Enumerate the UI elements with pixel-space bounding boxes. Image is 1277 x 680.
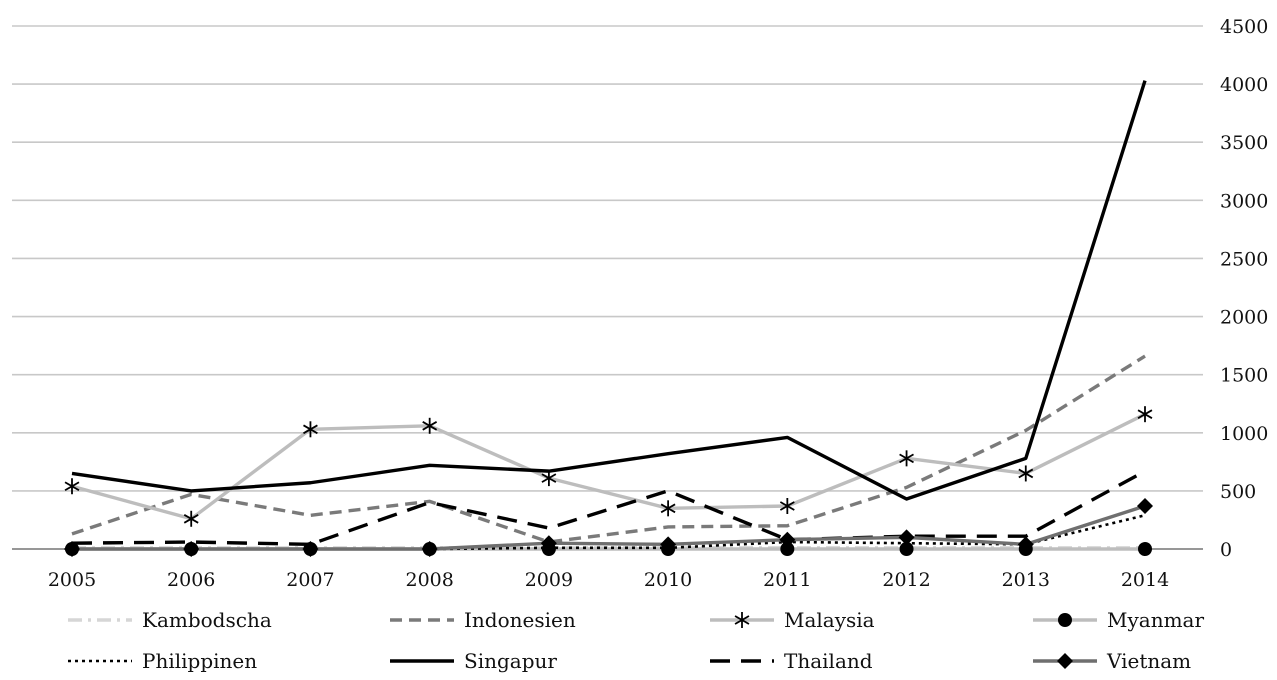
data-point-vietnam [1017,536,1034,553]
y-tick-label: 4000 [1220,74,1268,96]
legend-label: Philippinen [142,649,257,673]
legend-item-kambodscha: Kambodscha [68,608,272,632]
series-line-singapur [71,80,1147,501]
legend-label: Thailand [784,649,873,673]
data-point-malaysia [1137,406,1153,423]
legend-item-philippinen: Philippinen [68,649,257,673]
legend-item-singapur: Singapur [390,649,557,673]
data-point-vietnam [898,529,915,546]
axes: 0 500 1000 1500 2000 2500 3000 3500 4000 4500 2005… [12,16,1268,591]
legend-label: Singapur [464,649,557,673]
legend-label: Indonesien [464,608,576,632]
series-line-indonesien [71,354,1146,544]
y-tick-label: 4500 [1220,16,1268,38]
data-point-vietnam [779,531,796,548]
data-point-myanmar [780,542,795,556]
legend-marker [734,612,750,628]
gridlines [12,25,1203,550]
x-tick-label: 2009 [525,569,573,591]
legend-item-thailand: Thailand [710,649,873,673]
data-point-vietnam [660,536,677,553]
x-tick-label: 2006 [167,569,215,591]
y-tick-label: 1500 [1220,365,1268,387]
y-tick-label: 500 [1220,481,1256,503]
series-markers [64,406,1153,557]
y-tick-label: 0 [1220,539,1232,561]
y-tick-label: 3000 [1220,190,1268,212]
series-line-vietnam [72,504,1146,551]
x-tick-label: 2007 [286,569,334,591]
data-point-myanmar [899,542,914,556]
legend-label: Kambodscha [142,608,272,632]
x-tick-label: 2008 [405,569,453,591]
data-point-malaysia [779,497,795,514]
data-point-vietnam [540,535,557,552]
x-tick-label: 2012 [882,569,930,591]
data-point-vietnam [421,541,438,557]
data-point-vietnam [302,541,319,557]
legend-item-myanmar: Myanmar [1033,608,1204,632]
x-tick-label: 2011 [763,569,811,591]
y-tick-label: 2000 [1220,307,1268,329]
data-point-vietnam [183,541,200,557]
x-tick-label: 2013 [1002,569,1050,591]
data-point-malaysia [899,450,914,467]
series-line-malaysia [71,412,1146,521]
legend-label: Myanmar [1107,608,1204,632]
data-point-vietnam [1137,497,1153,514]
y-tick-label: 1000 [1220,423,1268,445]
legend-item-vietnam: Vietnam [1033,649,1191,673]
y-tick-label: 2500 [1220,248,1268,270]
legend-label: Vietnam [1106,649,1191,673]
x-tick-label: 2010 [644,569,692,591]
x-tick-label: 2005 [48,569,96,591]
data-point-malaysia [660,500,676,517]
legend-marker [1057,653,1073,669]
x-tick-label: 2014 [1121,569,1169,591]
legend: Kambodscha Indonesien Malaysia Myanmar Phili… [68,608,1204,673]
data-point-malaysia [303,421,318,438]
legend-item-malaysia: Malaysia [710,608,875,632]
legend-label: Malaysia [784,608,875,632]
legend-marker [1058,613,1072,627]
y-tick-label: 3500 [1220,132,1268,154]
series-lines [71,80,1147,551]
data-point-myanmar [1138,542,1152,556]
data-point-malaysia [422,417,438,434]
data-point-malaysia [183,510,199,527]
data-point-malaysia [64,478,80,495]
data-point-malaysia [541,470,557,487]
data-point-malaysia [1018,465,1034,482]
legend-item-indonesien: Indonesien [390,608,576,632]
data-point-vietnam [64,541,80,557]
